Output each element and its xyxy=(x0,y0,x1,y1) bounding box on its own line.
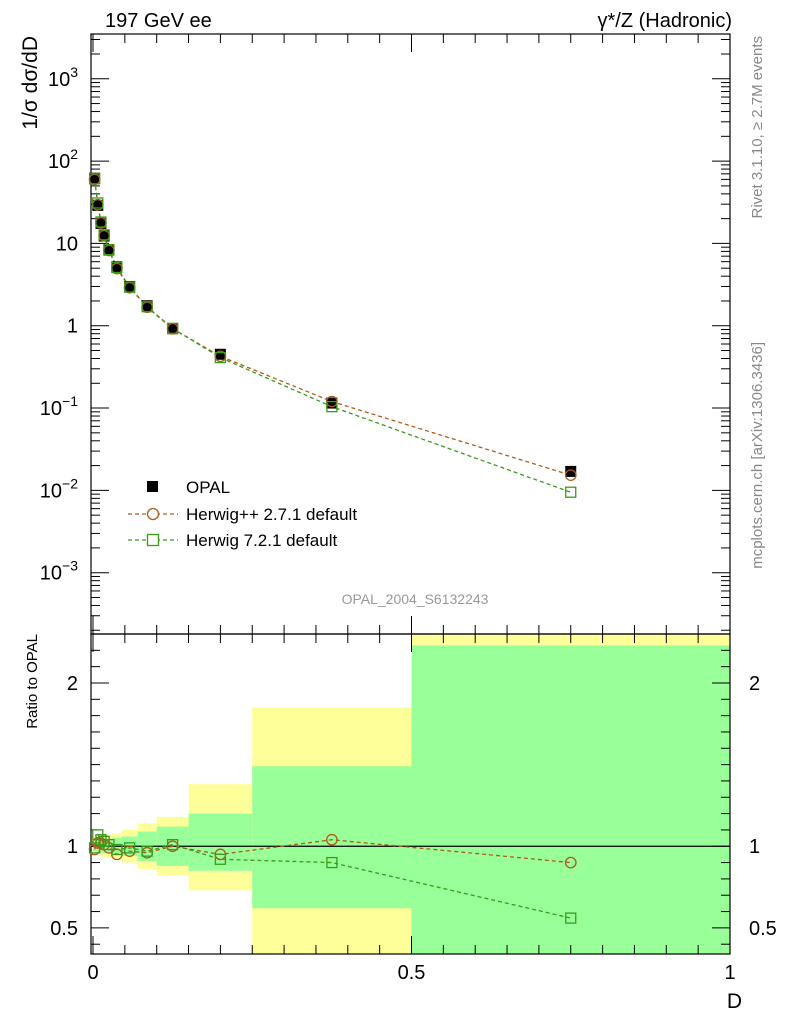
main-point-series-0 xyxy=(95,217,107,229)
header-title-right: γ*/Z (Hadronic) xyxy=(598,10,732,32)
ratio-y-tick-label-left: 0.5 xyxy=(50,918,78,940)
rivet-version-label: Rivet 3.1.10, ≥ 2.7M events xyxy=(749,36,766,219)
main-point-series-0 xyxy=(124,280,136,292)
main-y-tick-label: 10 xyxy=(56,233,78,255)
main-point-series-0 xyxy=(565,465,577,477)
ratio-y-tick-label-right: 0.5 xyxy=(749,918,777,940)
legend: OPAL Herwig++ 2.7.1 default Herwig 7.2.1… xyxy=(128,478,357,550)
ratio-plot-frame xyxy=(90,633,731,955)
main-point-series-1 xyxy=(564,469,577,482)
legend-marker-herwig7 xyxy=(146,533,160,547)
main-y-tick-label: 1 xyxy=(67,316,78,338)
analysis-id-label: OPAL_2004_S6132243 xyxy=(342,591,489,607)
main-point-series-2 xyxy=(95,216,107,228)
x-tick-label: 1 xyxy=(724,962,735,984)
band-inner-9 xyxy=(188,813,253,871)
ratio-point-series-1 xyxy=(123,842,136,854)
main-y-axis-label: 1/σ dσ/dD xyxy=(19,36,42,130)
mcplots-label: mcplots.cern.ch [arXiv:1306.3436] xyxy=(749,342,766,569)
series-lines xyxy=(93,178,571,919)
ratio-point-series-1 xyxy=(565,912,577,924)
series-markers xyxy=(88,172,577,924)
main-point-series-0 xyxy=(98,230,110,242)
main-point-series-2 xyxy=(98,229,110,241)
main-point-series-0 xyxy=(89,172,101,184)
header-title-left: 197 GeV ee xyxy=(105,10,212,32)
main-point-series-2 xyxy=(166,322,179,334)
ratio-point-series-1 xyxy=(326,856,338,869)
main-point-series-2 xyxy=(141,301,153,313)
ratio-point-series-1 xyxy=(88,842,101,854)
ratio-point-series-0 xyxy=(564,856,577,869)
main-y-tick-label: 10−1 xyxy=(40,393,78,420)
main-point-series-2 xyxy=(92,197,104,209)
main-point-series-0 xyxy=(214,348,226,360)
main-point-series-0 xyxy=(111,261,123,273)
ratio-y-tick-label-left: 2 xyxy=(67,673,78,695)
ratio-line-series-1 xyxy=(93,833,571,919)
ratio-point-series-1 xyxy=(166,838,179,851)
main-line-series-1 xyxy=(93,179,571,476)
main-point-series-0 xyxy=(141,300,153,312)
main-axis-ticks: 10−3 10−2 10−1 1 10 102 103 xyxy=(40,34,731,634)
main-point-series-2 xyxy=(123,281,136,293)
main-point-series-0 xyxy=(92,199,104,211)
ratio-y-axis-label: Ratio to OPAL xyxy=(24,634,41,729)
band-inner-11 xyxy=(411,645,730,954)
ratio-y-tick-label-left: 1 xyxy=(67,836,78,858)
x-tick-label: 0 xyxy=(87,962,98,984)
main-point-series-2 xyxy=(111,261,123,274)
main-y-tick-label: 10−3 xyxy=(40,558,78,585)
main-y-tick-label: 103 xyxy=(48,64,78,91)
main-point-series-0 xyxy=(167,323,179,335)
x-axis-label: D xyxy=(727,990,742,1013)
main-line-series-2 xyxy=(93,178,571,493)
x-tick-label: 0.5 xyxy=(398,962,426,984)
ratio-axis-ticks: 0.5 0.5 1 1 2 2 0 0.5 1 xyxy=(50,634,777,984)
ratio-y-tick-label-right: 2 xyxy=(749,673,760,695)
main-point-series-2 xyxy=(103,244,115,256)
legend-label-herwig7: Herwig 7.2.1 default xyxy=(186,531,337,550)
main-point-series-2 xyxy=(565,486,577,498)
band-inner-10 xyxy=(252,766,412,909)
main-point-series-0 xyxy=(326,397,338,409)
legend-label-herwigpp: Herwig++ 2.7.1 default xyxy=(186,505,357,524)
ratio-y-tick-label-right: 1 xyxy=(749,836,760,858)
legend-marker-herwigpp xyxy=(146,507,160,521)
main-point-series-2 xyxy=(88,173,101,185)
main-point-series-2 xyxy=(214,351,227,364)
ratio-uncertainty-bands xyxy=(93,634,730,954)
ratio-point-series-1 xyxy=(111,843,123,856)
ratio-point-series-0 xyxy=(326,833,338,846)
legend-marker-opal xyxy=(147,481,158,492)
main-point-series-2 xyxy=(326,401,338,413)
ratio-line-series-0 xyxy=(94,839,571,864)
main-point-series-0 xyxy=(103,244,115,256)
main-y-tick-label: 102 xyxy=(48,146,78,173)
ratio-point-series-1 xyxy=(141,845,153,857)
ratio-point-series-1 xyxy=(214,853,227,865)
main-y-tick-label: 10−2 xyxy=(40,475,78,502)
legend-label-opal: OPAL xyxy=(186,478,230,497)
